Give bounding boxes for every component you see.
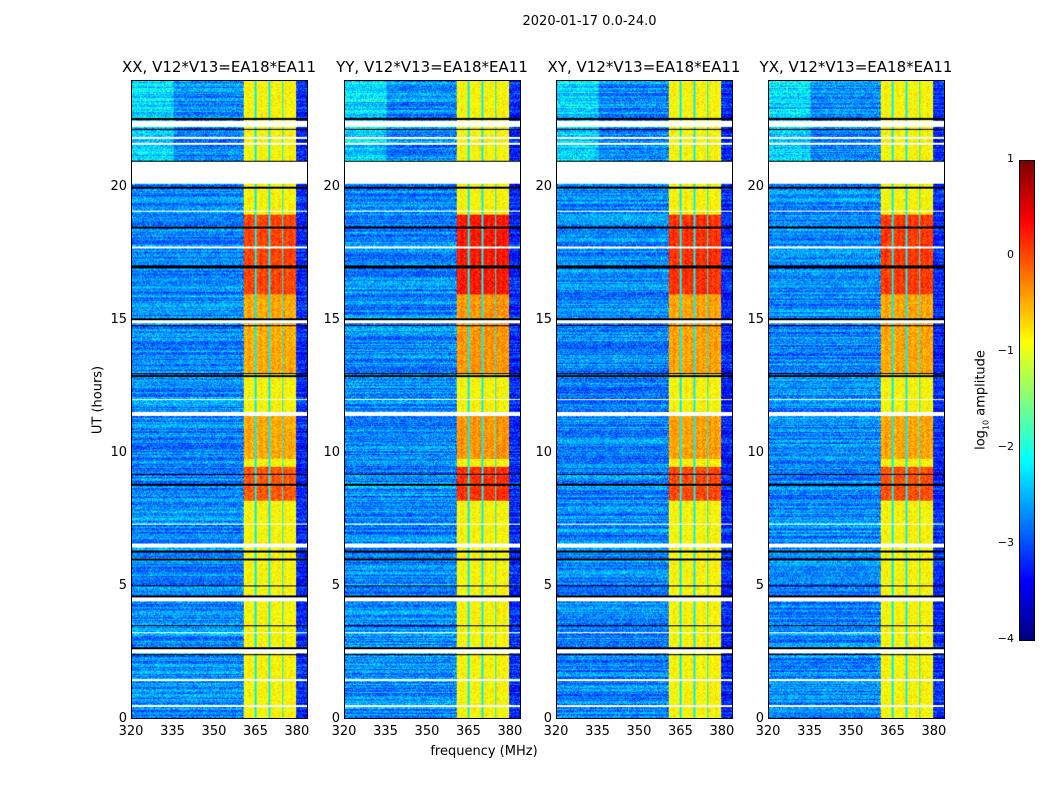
y-tick-label: 10 bbox=[110, 444, 127, 460]
x-tick-label: 380 bbox=[497, 724, 523, 739]
y-tick-label: 15 bbox=[110, 311, 127, 327]
x-tick-label: 320 bbox=[755, 724, 781, 739]
spectrogram-panel bbox=[556, 80, 733, 719]
y-tick-label: 20 bbox=[747, 178, 764, 194]
figure-title: 2020-01-17 0.0-24.0 bbox=[522, 14, 657, 29]
panel-title: YY, V12*V13=EA18*EA11 bbox=[336, 58, 528, 76]
x-tick-label: 365 bbox=[243, 724, 268, 739]
panel-title: YX, V12*V13=EA18*EA11 bbox=[759, 58, 953, 76]
x-tick-label: 320 bbox=[331, 724, 357, 739]
colorbar-tick-label: 1 bbox=[1007, 152, 1014, 165]
panel-title: XX, V12*V13=EA18*EA11 bbox=[121, 58, 316, 76]
y-tick-label: 5 bbox=[118, 577, 127, 593]
y-tick-label: 5 bbox=[543, 577, 552, 593]
spectrogram-panel bbox=[131, 80, 308, 719]
heatmap-image bbox=[769, 81, 944, 718]
x-tick-label: 365 bbox=[456, 724, 481, 739]
y-tick-label: 10 bbox=[323, 444, 340, 460]
y-tick-label: 20 bbox=[110, 178, 127, 194]
x-tick-label: 365 bbox=[668, 724, 693, 739]
x-tick-label: 335 bbox=[160, 724, 185, 739]
y-tick-label: 20 bbox=[323, 178, 340, 194]
y-tick-label: 10 bbox=[747, 444, 764, 460]
x-tick-label: 335 bbox=[585, 724, 610, 739]
colorbar-tick-label: 0 bbox=[1007, 248, 1014, 261]
y-tick-label: 0 bbox=[543, 711, 552, 726]
colorbar bbox=[1019, 160, 1035, 641]
y-tick-label: 5 bbox=[755, 577, 764, 593]
y-tick-label: 15 bbox=[535, 311, 552, 327]
x-tick-label: 380 bbox=[284, 724, 310, 739]
x-tick-label: 365 bbox=[880, 724, 905, 739]
x-tick-label: 350 bbox=[626, 724, 652, 739]
spectrogram-panel bbox=[344, 80, 521, 719]
x-tick-label: 335 bbox=[373, 724, 398, 739]
y-tick-label: 0 bbox=[118, 711, 127, 726]
x-tick-label: 350 bbox=[201, 724, 227, 739]
x-tick-label: 380 bbox=[709, 724, 735, 739]
heatmap-image bbox=[345, 81, 520, 718]
x-tick-label: 335 bbox=[797, 724, 822, 739]
heatmap-image bbox=[132, 81, 307, 718]
colorbar-tick-label: −4 bbox=[997, 632, 1014, 645]
x-tick-label: 350 bbox=[414, 724, 440, 739]
colorbar-tick-label: −1 bbox=[997, 344, 1014, 357]
heatmap-image bbox=[557, 81, 732, 718]
colorbar-tick-label: −3 bbox=[997, 536, 1014, 549]
y-tick-label: 20 bbox=[535, 178, 552, 194]
x-tick-label: 380 bbox=[921, 724, 947, 739]
spectrogram-panel bbox=[768, 80, 945, 719]
y-axis-label: UT (hours) bbox=[90, 365, 106, 435]
y-tick-label: 15 bbox=[323, 311, 340, 327]
y-tick-label: 5 bbox=[331, 577, 340, 593]
colorbar-tick-label: −2 bbox=[997, 440, 1014, 453]
x-tick-label: 320 bbox=[543, 724, 569, 739]
y-tick-label: 0 bbox=[755, 711, 764, 726]
x-axis-label: frequency (MHz) bbox=[430, 744, 538, 759]
colorbar-label: log10 amplitude bbox=[973, 350, 991, 450]
y-tick-label: 10 bbox=[535, 444, 552, 460]
y-tick-label: 0 bbox=[331, 711, 340, 726]
x-tick-label: 320 bbox=[118, 724, 144, 739]
x-tick-label: 350 bbox=[838, 724, 864, 739]
y-tick-label: 15 bbox=[747, 311, 764, 327]
panel-title: XY, V12*V13=EA18*EA11 bbox=[547, 58, 741, 76]
